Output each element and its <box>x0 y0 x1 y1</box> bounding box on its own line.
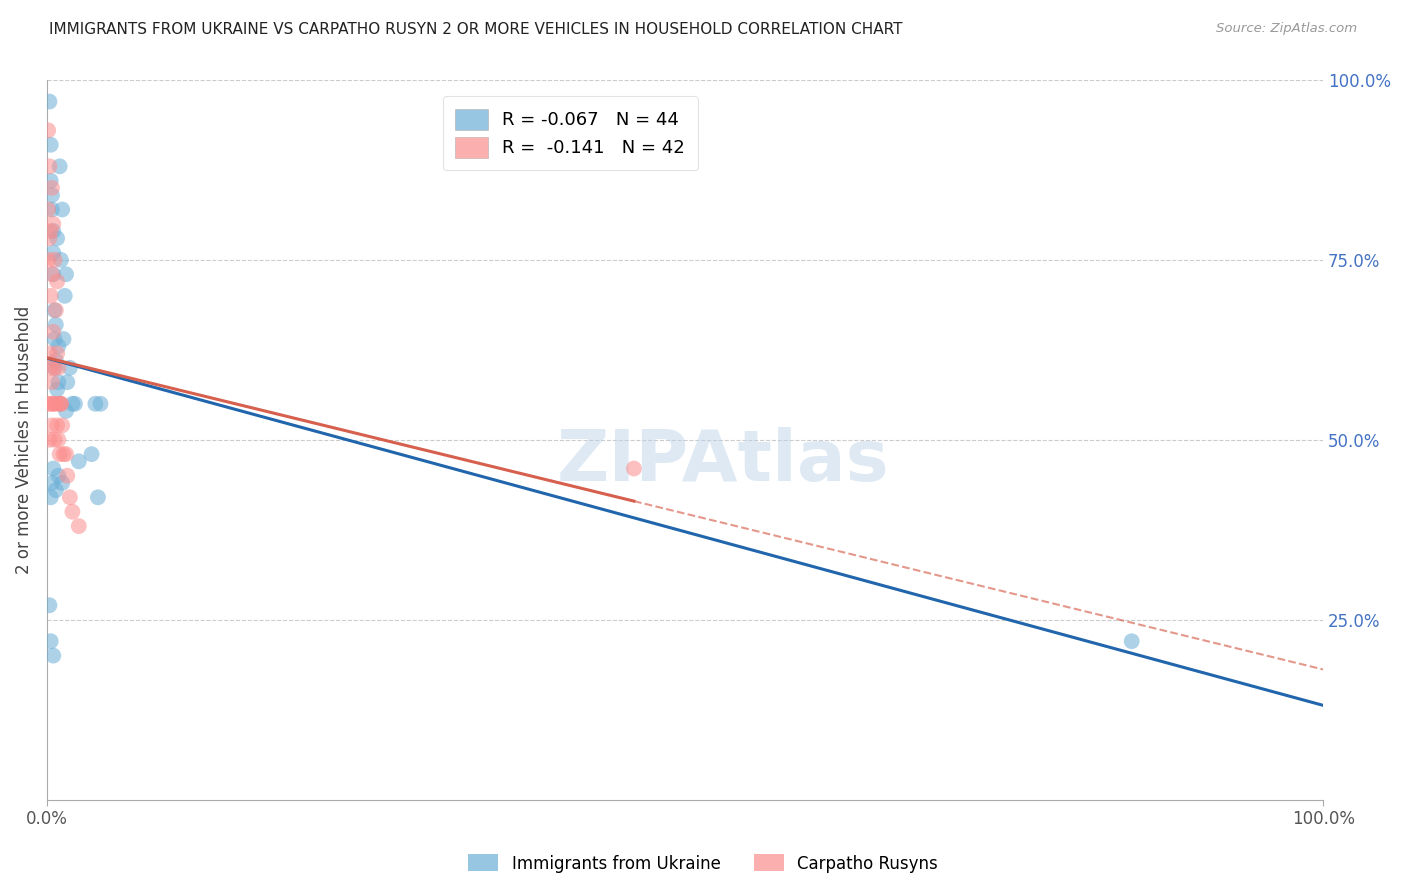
Point <box>38 231 60 245</box>
Point <box>42 245 65 260</box>
Point <box>42 224 65 238</box>
Point <box>38 159 60 173</box>
Point <box>44 252 66 267</box>
Point <box>44 360 66 375</box>
Point <box>56 468 79 483</box>
Point <box>59 360 82 375</box>
Point <box>48 397 70 411</box>
Point <box>39 137 62 152</box>
Point <box>51 202 73 217</box>
Point <box>48 375 70 389</box>
Point <box>41 375 63 389</box>
Point <box>55 267 77 281</box>
Point <box>49 397 72 411</box>
Point <box>53 289 76 303</box>
Point <box>42 325 65 339</box>
Point <box>38 433 60 447</box>
Point <box>48 447 70 461</box>
Point <box>48 468 70 483</box>
Point <box>42 217 65 231</box>
Point <box>42 267 65 281</box>
Text: Source: ZipAtlas.com: Source: ZipAtlas.com <box>1216 22 1357 36</box>
Point <box>52 332 75 346</box>
Point <box>39 174 62 188</box>
Point <box>89 397 111 411</box>
Point <box>55 447 77 461</box>
Point <box>39 491 62 505</box>
Point <box>87 491 110 505</box>
Point <box>44 332 66 346</box>
Point <box>39 224 62 238</box>
Point <box>46 383 69 397</box>
Point <box>45 303 67 318</box>
Point <box>48 433 70 447</box>
Point <box>41 418 63 433</box>
Point <box>41 202 63 217</box>
Point <box>41 181 63 195</box>
Point <box>45 318 67 332</box>
Point <box>38 95 60 109</box>
Point <box>44 360 66 375</box>
Point <box>42 397 65 411</box>
Point <box>62 397 84 411</box>
Point <box>38 346 60 360</box>
Point <box>1121 634 1143 648</box>
Point <box>49 397 72 411</box>
Point <box>37 252 59 267</box>
Point <box>42 648 65 663</box>
Point <box>59 491 82 505</box>
Point <box>37 123 59 137</box>
Point <box>62 505 84 519</box>
Point <box>45 397 67 411</box>
Point <box>84 397 107 411</box>
Point <box>39 360 62 375</box>
Point <box>45 353 67 368</box>
Point <box>46 346 69 360</box>
Y-axis label: 2 or more Vehicles in Household: 2 or more Vehicles in Household <box>15 306 32 574</box>
Point <box>42 461 65 475</box>
Point <box>37 397 59 411</box>
Point <box>48 159 70 173</box>
Point <box>42 397 65 411</box>
Point <box>37 202 59 217</box>
Point <box>44 303 66 318</box>
Point <box>49 252 72 267</box>
Point <box>45 483 67 497</box>
Point <box>51 475 73 490</box>
Point <box>67 454 90 468</box>
Point <box>41 475 63 490</box>
Point <box>48 339 70 353</box>
Point <box>80 447 103 461</box>
Text: IMMIGRANTS FROM UKRAINE VS CARPATHO RUSYN 2 OR MORE VEHICLES IN HOUSEHOLD CORREL: IMMIGRANTS FROM UKRAINE VS CARPATHO RUSY… <box>49 22 903 37</box>
Point <box>56 375 79 389</box>
Text: ZIPAtlas: ZIPAtlas <box>557 427 890 496</box>
Point <box>623 461 645 475</box>
Point <box>46 418 69 433</box>
Point <box>67 519 90 533</box>
Point <box>55 404 77 418</box>
Point <box>41 188 63 202</box>
Legend: Immigrants from Ukraine, Carpatho Rusyns: Immigrants from Ukraine, Carpatho Rusyns <box>461 847 945 880</box>
Point <box>38 599 60 613</box>
Point <box>48 397 70 411</box>
Point <box>41 267 63 281</box>
Point <box>46 231 69 245</box>
Point <box>39 397 62 411</box>
Legend: R = -0.067   N = 44, R =  -0.141   N = 42: R = -0.067 N = 44, R = -0.141 N = 42 <box>443 96 697 170</box>
Point <box>44 433 66 447</box>
Point <box>63 397 86 411</box>
Point <box>39 634 62 648</box>
Point <box>51 418 73 433</box>
Point <box>48 360 70 375</box>
Point <box>52 447 75 461</box>
Point <box>39 289 62 303</box>
Point <box>46 275 69 289</box>
